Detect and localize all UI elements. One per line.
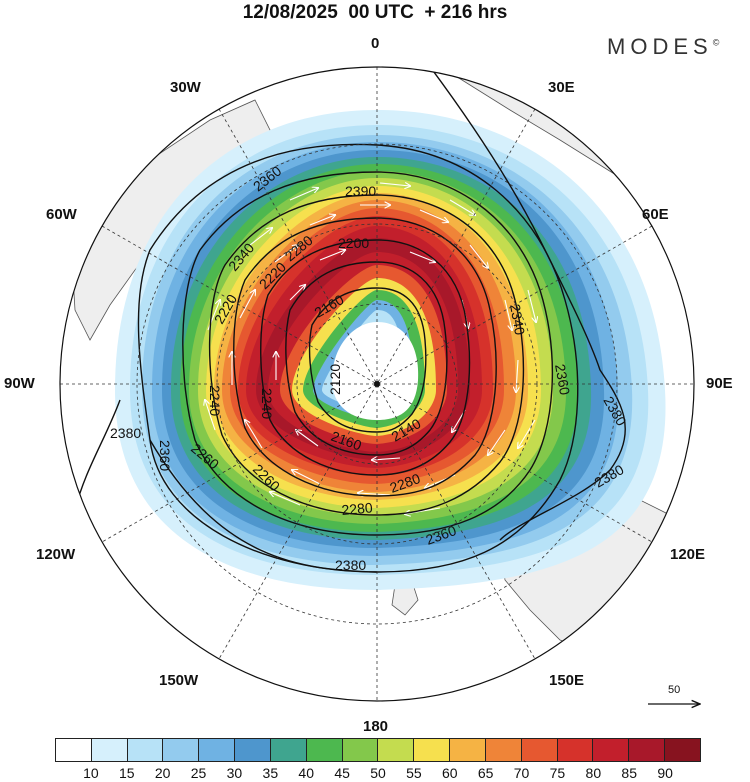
colorbar-tick-15: 15 <box>118 765 135 781</box>
colorbar-bin-5 <box>235 739 271 761</box>
lon-label-60w: 60W <box>46 206 77 223</box>
lon-label-150e: 150E <box>549 672 585 689</box>
colorbar-tick-50: 50 <box>370 765 386 781</box>
colorbar <box>55 738 701 762</box>
map-boundary <box>59 66 695 702</box>
colorbar-tick-70: 70 <box>513 765 530 781</box>
wind-reference-label: 50 <box>668 684 681 696</box>
colorbar-tick-55: 55 <box>406 765 422 781</box>
lon-label-150w: 150W <box>159 672 199 689</box>
lon-label-180: 180 <box>363 718 389 735</box>
colorbar-bin-0 <box>56 739 92 761</box>
colorbar-bin-14 <box>557 739 594 761</box>
colorbar-tick-75: 75 <box>549 765 566 781</box>
colorbar-bin-16 <box>629 739 666 761</box>
south-pole-dot <box>374 381 380 387</box>
lon-label-90w: 90W <box>4 375 35 392</box>
colorbar-tick-25: 25 <box>190 765 207 781</box>
chart-title: 12/08/2025 00 UTC + 216 hrs <box>242 2 508 23</box>
colorbar-bin-1 <box>91 739 128 761</box>
contour-label-20: 2380 <box>110 425 141 441</box>
colorbar-tick-80: 80 <box>585 765 602 781</box>
colorbar-bin-10 <box>414 739 451 761</box>
wind-speed-shading <box>115 110 666 590</box>
lon-label-0: 0 <box>371 35 380 52</box>
lon-label-120e: 120E <box>670 546 706 563</box>
colorbar-bin-2 <box>127 739 164 761</box>
colorbar-ticks: 10 15 20 25 30 35 40 45 50 55 60 65 70 75 80 85 90 <box>55 765 701 781</box>
graticule <box>60 67 694 701</box>
contour-label-18: 2380 <box>335 557 366 573</box>
contour-label-25: 2360 <box>552 363 573 397</box>
contour-label-16: 2280 <box>341 499 374 518</box>
lon-label-30e: 30E <box>548 79 575 96</box>
colorbar-bin-4 <box>199 739 236 761</box>
lon-label-30w: 30W <box>170 79 201 96</box>
colorbar-tick-10: 10 <box>83 765 99 781</box>
colorbar-bin-12 <box>485 739 522 761</box>
contour-label-24: 2340 <box>507 303 528 337</box>
modes-logo: MODES© <box>607 34 719 60</box>
colorbar-bin-15 <box>593 739 630 761</box>
colorbar-tick-60: 60 <box>441 765 458 781</box>
lon-label-90e: 90E <box>706 375 733 392</box>
colorbar-tick-90: 90 <box>657 765 673 781</box>
colorbar-tick-35: 35 <box>262 765 279 781</box>
brand-mark: © <box>712 37 720 48</box>
colorbar-bin-11 <box>450 739 486 761</box>
colorbar-bin-3 <box>163 739 200 761</box>
colorbar-tick-20: 20 <box>154 765 171 781</box>
colorbar-tick-40: 40 <box>298 765 315 781</box>
brand-name: MODES <box>607 34 713 59</box>
colorbar-tick-45: 45 <box>334 765 350 781</box>
colorbar-bin-9 <box>378 739 415 761</box>
lon-label-60e: 60E <box>642 206 669 223</box>
colorbar-bin-8 <box>342 739 379 761</box>
colorbar-tick-30: 30 <box>226 765 243 781</box>
contour-label-10: 2240 <box>259 388 275 419</box>
contour-label-5: 2200 <box>338 235 369 251</box>
colorbar-bin-6 <box>270 739 307 761</box>
contour-label-9: 2240 <box>207 385 223 416</box>
colorbar-bin-7 <box>306 739 343 761</box>
wind-vectors <box>205 183 536 514</box>
colorbar-bin-17 <box>665 739 700 761</box>
lon-label-120w: 120W <box>36 546 76 563</box>
colorbar-bin-13 <box>521 739 558 761</box>
colorbar-tick-65: 65 <box>477 765 494 781</box>
contour-label-2: 2390 <box>345 183 376 199</box>
contour-label-19: 2360 <box>157 440 173 471</box>
contour-label-11: 2120 <box>327 364 343 395</box>
colorbar-tick-85: 85 <box>621 765 638 781</box>
